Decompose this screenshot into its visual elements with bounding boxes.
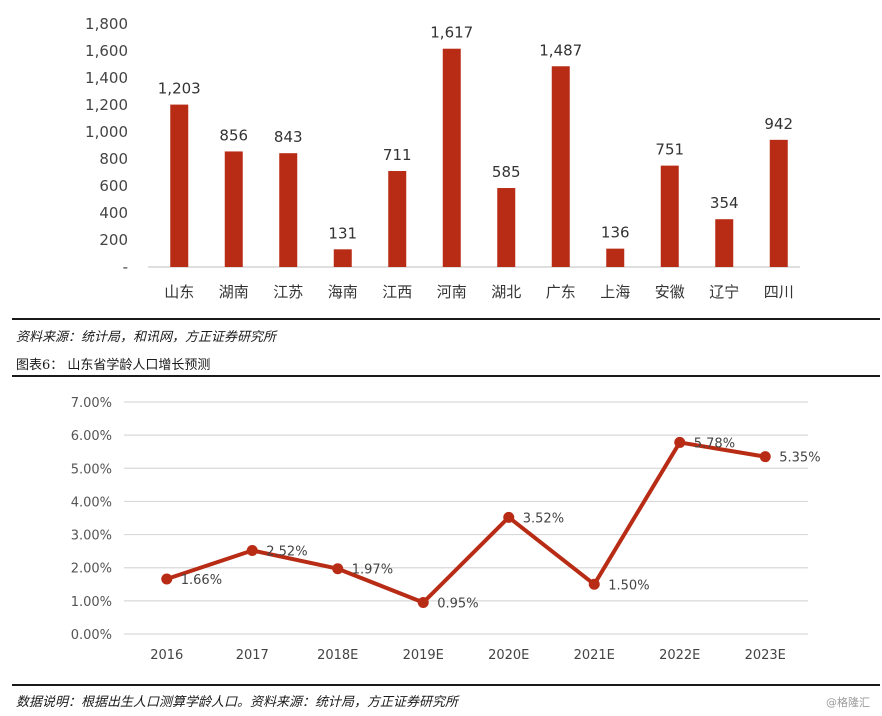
bar (170, 104, 189, 267)
y-tick-label: 1,200 (85, 96, 128, 114)
x-category-label: 辽宁 (709, 283, 739, 301)
y-tick-label: 3.00% (71, 529, 112, 544)
y-tick-label: 4.00% (71, 495, 112, 510)
y-tick-label: 400 (99, 204, 128, 222)
bar (551, 66, 570, 267)
y-tick-label: 1,000 (85, 123, 128, 141)
point-value-label: 1.97% (352, 563, 393, 578)
growth-series-line (166, 440, 766, 605)
y-tick-label: 6.00% (71, 429, 112, 444)
bar-value-label: 1,617 (430, 24, 473, 42)
x-category-label: 2017 (236, 648, 269, 663)
y-tick-label: 1,800 (85, 15, 128, 33)
source-caption: 资料来源：统计局，和讯网，方正证券研究所 (16, 330, 277, 345)
y-tick-label: 2.00% (71, 562, 112, 577)
y-tick-label: 1,600 (85, 42, 128, 60)
data-point (332, 563, 344, 575)
y-tick-label: 800 (99, 150, 128, 168)
x-category-label: 2022E (659, 648, 700, 663)
x-category-label: 湖南 (219, 283, 249, 301)
data-point (417, 597, 429, 609)
point-value-label: 5.35% (779, 451, 820, 466)
data-point (246, 544, 258, 556)
point-value-label: 2.52% (266, 544, 307, 559)
x-category-label: 江西 (382, 283, 412, 301)
divider-rule (12, 684, 880, 686)
y-tick-label: 0.00% (71, 628, 112, 643)
x-category-label: 2020E (488, 648, 529, 663)
y-tick-label: 1.00% (71, 595, 112, 610)
bar-value-label: 711 (383, 146, 412, 164)
x-category-label: 江苏 (273, 283, 303, 301)
x-category-label: 海南 (328, 283, 358, 301)
x-category-label: 河南 (437, 283, 467, 301)
point-value-label: 0.95% (437, 597, 478, 612)
bar (497, 188, 516, 267)
bar (715, 219, 734, 267)
x-category-label: 四川 (764, 283, 794, 301)
divider-rule (12, 375, 880, 377)
y-tick-label: 200 (99, 231, 128, 249)
data-note-caption: 数据说明：根据出生人口测算学龄人口。资料来源：统计局，方正证券研究所 (16, 695, 459, 710)
point-value-label: 5.78% (694, 436, 735, 451)
bar-value-label: 942 (764, 115, 793, 133)
y-tick-label: - (123, 258, 128, 276)
x-category-label: 广东 (546, 283, 576, 301)
bar-value-label: 585 (492, 163, 521, 181)
point-value-label: 3.52% (523, 511, 564, 526)
bar-value-label: 131 (328, 224, 357, 242)
bar (769, 139, 788, 267)
y-tick-label: 1,400 (85, 69, 128, 87)
bar (660, 165, 679, 267)
data-point (588, 578, 600, 590)
bar-value-label: 1,203 (158, 80, 201, 98)
school-age-population-bar-chart: - 200 400 600 800 1,000 1,200 1,400 1,600 1,800 1… (85, 15, 800, 301)
bar-value-label: 843 (274, 128, 303, 146)
divider-rule (12, 318, 880, 320)
y-tick-label: 7.00% (71, 396, 112, 411)
x-category-label: 湖北 (491, 283, 521, 301)
y-tick-label: 600 (99, 177, 128, 195)
bar (333, 249, 352, 267)
x-category-label: 山东 (164, 283, 194, 301)
x-category-label: 2016 (150, 648, 183, 663)
x-category-label: 2018E (317, 648, 358, 663)
bar (224, 151, 243, 267)
watermark: @格隆汇 (826, 696, 870, 709)
point-value-label: 1.50% (608, 578, 649, 593)
data-point (161, 573, 173, 585)
bar-value-label: 856 (219, 126, 248, 144)
data-point (674, 436, 686, 448)
x-category-label: 安徽 (655, 283, 685, 301)
figure-title: 图表6： 山东省学龄人口增长预测 (16, 358, 211, 373)
y-tick-label: 5.00% (71, 462, 112, 477)
bar (606, 248, 625, 267)
x-category-label: 上海 (600, 283, 630, 301)
growth-forecast-line-chart: 0.00% 1.00% 2.00% 3.00% 4.00% 5.00% 6.00% 7.00%… (71, 396, 821, 663)
x-category-label: 2019E (403, 648, 444, 663)
x-category-label: 2021E (574, 648, 615, 663)
data-point (503, 511, 515, 523)
bar-value-label: 1,487 (539, 41, 582, 59)
bar-value-label: 354 (710, 194, 739, 212)
bar (442, 48, 461, 267)
data-point (759, 451, 771, 463)
bar-value-label: 751 (655, 141, 684, 159)
x-category-label: 2023E (745, 648, 786, 663)
bar (388, 171, 407, 267)
bar-value-label: 136 (601, 224, 630, 242)
bar (279, 153, 298, 267)
point-value-label: 1.66% (181, 573, 222, 588)
